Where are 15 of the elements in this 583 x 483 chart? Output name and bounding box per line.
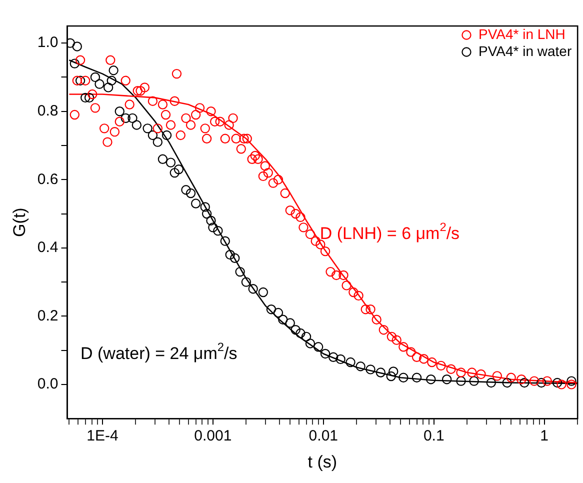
x-tick-label: 0.01 <box>308 428 338 445</box>
x-tick-label: 0.001 <box>194 428 232 445</box>
y-axis-title: G(t) <box>10 208 29 237</box>
y-tick-label: 0.2 <box>37 307 58 324</box>
x-tick-label: 1E-4 <box>86 428 118 445</box>
x-tick-label: 1 <box>540 428 549 445</box>
x-axis-title: t (s) <box>308 452 338 472</box>
y-tick-label: 1.0 <box>37 34 58 52</box>
y-tick-label: 0.6 <box>37 170 58 188</box>
x-tick-label: 0.1 <box>423 428 444 445</box>
y-tick-label: 0.8 <box>37 102 58 120</box>
legend-label: PVA4* in water <box>478 42 572 59</box>
y-tick-label: 0.4 <box>37 239 58 256</box>
legend-label: PVA4* in LNH <box>478 26 566 42</box>
y-tick-label: 0.0 <box>37 376 58 393</box>
